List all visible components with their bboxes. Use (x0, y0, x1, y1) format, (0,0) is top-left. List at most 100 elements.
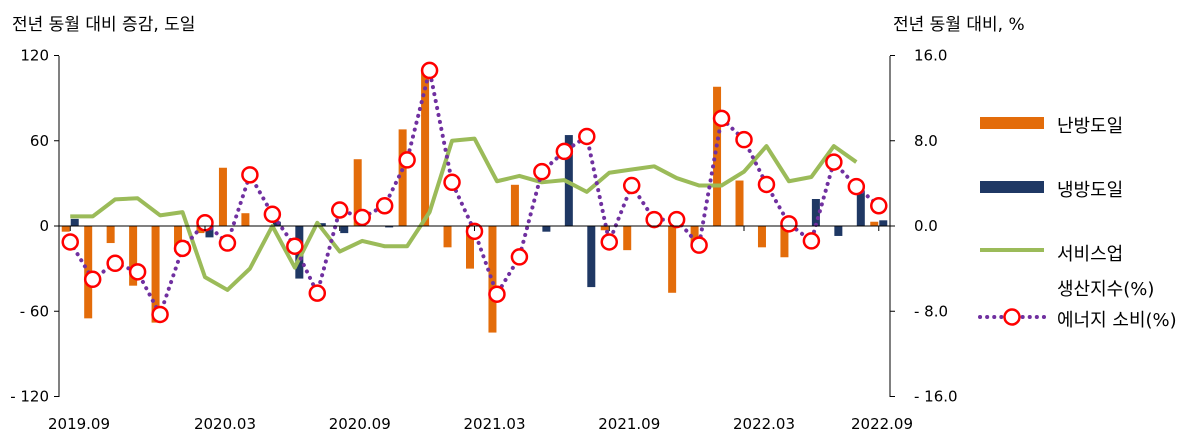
lines-layer (61, 61, 888, 324)
bar-cooling (385, 226, 394, 228)
x-tick-label: 2020.09 (329, 415, 391, 433)
bar-heating (106, 226, 115, 244)
bar-heating (488, 226, 497, 333)
bar-heating (623, 226, 632, 251)
x-tick-label: 2021.03 (463, 415, 525, 433)
axes-layer: 120 16.0 60 8.0 0 0.0 - 60 - 8.0 - 120 - 16.0 2019… (10, 47, 957, 434)
energy-point (735, 130, 753, 149)
left-tick-label: 0 (39, 217, 49, 235)
energy-point (218, 234, 237, 252)
energy-point (780, 215, 798, 233)
legend-label-service-2: 생산지수(%) (1057, 279, 1155, 300)
legend-label-energy: 에너지 소비(%) (1057, 310, 1177, 331)
bar-cooling (856, 190, 865, 226)
energy-point (330, 201, 349, 219)
bar-heating (780, 226, 789, 258)
left-tick-label: 120 (20, 47, 49, 65)
bar-heating (61, 226, 70, 232)
left-tick-label: - 120 (10, 388, 49, 406)
energy-point (61, 233, 79, 251)
energy-point (667, 210, 686, 229)
bar-heating (218, 167, 227, 226)
energy-point (622, 176, 641, 195)
right-tick-label: - 16.0 (914, 388, 958, 406)
bar-heating (398, 129, 407, 226)
energy-point (578, 127, 596, 146)
legend-label-heating: 난방도일 (1057, 116, 1124, 137)
bar-heating (870, 221, 879, 226)
bars-layer (61, 69, 888, 333)
energy-point (375, 197, 394, 215)
x-tick-label: 2022.09 (851, 415, 913, 433)
bar-heating (466, 226, 474, 269)
energy-point (151, 305, 169, 324)
energy-point (465, 222, 484, 241)
legend-label-service: 서비스업 (1057, 244, 1124, 265)
x-tick-label: 2022.03 (733, 415, 795, 433)
energy-point (847, 177, 866, 196)
energy-point (510, 248, 529, 266)
energy-point (870, 197, 888, 215)
energy-point (308, 284, 327, 302)
bar-heating (421, 69, 430, 226)
left-axis-title: 전년 동월 대비 증감, 도일 (12, 15, 196, 35)
energy-point (825, 153, 843, 171)
energy-point (712, 109, 731, 128)
energy-point (443, 173, 461, 192)
x-tick-label: 2021.09 (598, 415, 660, 433)
bar-heating (668, 226, 677, 293)
bar-cooling (205, 226, 214, 238)
bar-cooling (340, 226, 349, 234)
energy-point (173, 239, 192, 258)
bar-heating (713, 86, 722, 226)
bar-heating (757, 226, 766, 248)
bar-heating (510, 184, 519, 226)
energy-point (106, 254, 124, 273)
legend-swatch-energy-marker (1003, 308, 1021, 326)
right-tick-label: - 8.0 (914, 302, 948, 320)
bar-cooling (70, 218, 79, 226)
bar-heating (600, 226, 609, 231)
bar-heating (690, 226, 699, 248)
bar-cooling (587, 226, 596, 288)
energy-point (488, 285, 506, 303)
bar-cooling (834, 226, 843, 236)
energy-point (420, 61, 439, 80)
energy-point (645, 210, 663, 229)
energy-point (128, 263, 147, 281)
line-service-production (70, 136, 858, 292)
energy-point (757, 175, 776, 194)
bar-cooling (879, 220, 888, 226)
energy-point (533, 162, 551, 181)
bar-heating (443, 226, 452, 248)
bar-heating (241, 213, 250, 226)
bar-cooling (317, 223, 326, 226)
bar-cooling (542, 226, 551, 232)
legend-swatch-heating (980, 117, 1044, 129)
x-tick-label: 2019.09 (48, 415, 110, 433)
energy-point (690, 236, 708, 254)
bar-heating (174, 226, 183, 252)
energy-point (353, 208, 371, 227)
right-tick-label: 16.0 (914, 47, 947, 65)
energy-point (263, 205, 282, 224)
bar-heating (353, 159, 362, 226)
legend-layer (978, 117, 1046, 326)
line-energy-consumption (68, 69, 881, 320)
legend-label-cooling: 냉방도일 (1057, 180, 1124, 201)
energy-point (398, 151, 416, 169)
bar-heating (129, 226, 138, 286)
right-axis-title: 전년 동월 대비, % (893, 15, 1025, 35)
right-tick-label: 0.0 (914, 217, 938, 235)
left-tick-label: 60 (30, 132, 49, 150)
legend-swatch-cooling (980, 181, 1044, 193)
left-tick-label: - 60 (20, 302, 49, 320)
energy-point (83, 270, 102, 289)
energy-point (600, 233, 619, 251)
bar-cooling (811, 199, 820, 226)
energy-point (555, 142, 574, 161)
bar-heating (735, 180, 744, 226)
right-tick-label: 8.0 (914, 132, 938, 150)
bar-heating (151, 226, 160, 323)
